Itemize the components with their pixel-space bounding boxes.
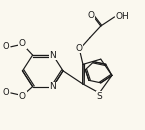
Text: O: O xyxy=(3,88,9,98)
Text: O: O xyxy=(19,92,26,101)
Text: S: S xyxy=(96,92,102,101)
Text: O: O xyxy=(3,42,9,51)
Text: O: O xyxy=(19,39,26,48)
Text: OH: OH xyxy=(116,12,130,21)
Text: N: N xyxy=(50,51,56,60)
Text: N: N xyxy=(50,82,56,91)
Text: O: O xyxy=(75,44,82,53)
Text: O: O xyxy=(88,11,95,20)
